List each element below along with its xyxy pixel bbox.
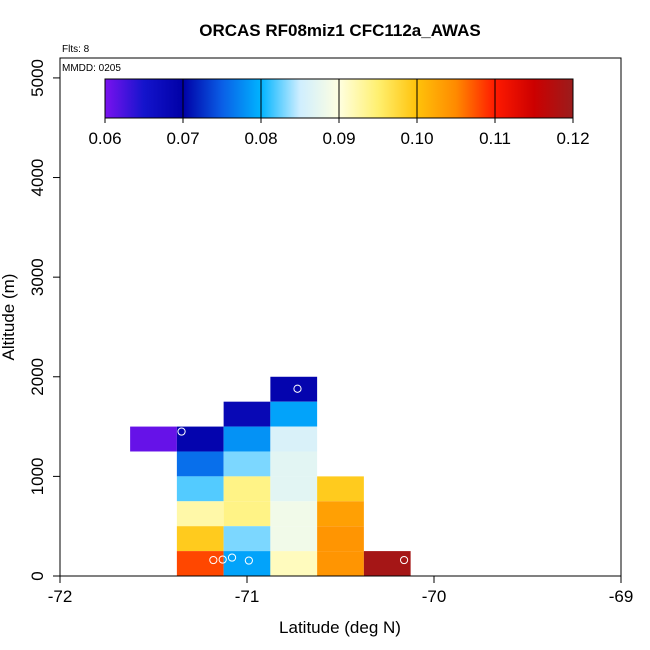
y-tick-label: 3000 — [28, 258, 47, 296]
heatmap-cell — [270, 501, 318, 527]
heatmap-cells — [130, 376, 411, 576]
colorbar-tick-label: 0.07 — [166, 129, 199, 148]
heatmap-cell — [317, 526, 364, 552]
y-tick-label: 1000 — [28, 457, 47, 495]
sample-point — [293, 384, 302, 393]
colorbar-tick-label: 0.09 — [322, 129, 355, 148]
heatmap-cell — [223, 476, 271, 502]
heatmap-cell — [317, 476, 364, 502]
x-tick-label: -72 — [48, 587, 73, 606]
sample-point — [399, 555, 409, 565]
y-tick-label: 0 — [28, 571, 47, 580]
x-tick-label: -70 — [422, 587, 447, 606]
chart-title: ORCAS RF08miz1 CFC112a_AWAS — [199, 21, 481, 40]
sample-points — [177, 384, 409, 565]
heatmap-cell — [176, 551, 224, 576]
heatmap-cell — [270, 401, 318, 427]
x-tick-label: -71 — [235, 587, 260, 606]
x-tick-label: -69 — [609, 587, 634, 606]
heatmap-cell — [317, 551, 364, 576]
colorbar-tick-label: 0.11 — [479, 129, 511, 148]
colorbar-tick-label: 0.08 — [244, 129, 277, 148]
heatmap-cell — [176, 476, 224, 502]
colorbar-tick-label: 0.06 — [88, 129, 121, 148]
y-axis: 0 1000 2000 3000 4000 5000 — [28, 59, 61, 581]
sample-point — [227, 553, 237, 562]
heatmap-cell — [317, 501, 364, 527]
heatmap-cell — [270, 526, 318, 552]
heatmap-cell — [130, 426, 177, 452]
y-tick-label: 2000 — [28, 358, 47, 396]
heatmap-cell — [223, 451, 271, 477]
heatmap-cell — [270, 551, 318, 576]
sample-point — [177, 427, 186, 436]
colorbar-tick-label: 0.10 — [400, 129, 433, 148]
date-note: MMDD: 0205 — [62, 63, 121, 74]
y-axis-label: Altitude (m) — [0, 274, 18, 361]
sample-point — [328, 425, 338, 434]
x-axis: -72 -71 -70 -69 — [48, 575, 634, 606]
heatmap-cell — [223, 426, 271, 452]
heatmap-cell — [176, 451, 224, 477]
heatmap-cell — [176, 526, 224, 552]
y-tick-label: 4000 — [28, 159, 47, 197]
heatmap-cell — [223, 526, 271, 552]
colorbar: 0.06 0.07 0.08 0.09 0.10 0.11 0.12 — [88, 78, 590, 148]
sample-point — [209, 555, 218, 565]
y-tick-label: 5000 — [28, 59, 47, 97]
heatmap-cell — [270, 451, 318, 477]
heatmap-cell — [176, 501, 224, 527]
sample-point — [244, 556, 253, 565]
sample-point — [218, 555, 227, 564]
heatmap-cell — [223, 501, 271, 527]
heatmap-cell — [270, 476, 318, 502]
heatmap-cell — [176, 426, 224, 452]
heatmap-cell — [270, 426, 318, 452]
x-axis-label: Latitude (deg N) — [279, 618, 401, 637]
colorbar-tick-label: 0.12 — [556, 129, 589, 148]
flights-note: Flts: 8 — [62, 44, 90, 55]
heatmap-cell — [223, 401, 271, 427]
